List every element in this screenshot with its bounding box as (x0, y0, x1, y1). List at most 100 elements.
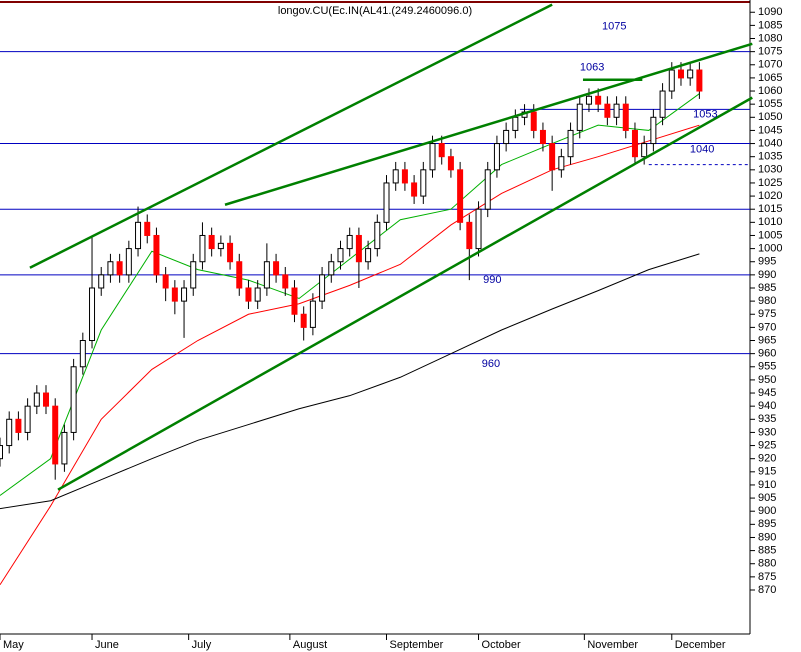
y-tick-label: 930 (758, 426, 776, 438)
y-tick-label: 945 (758, 387, 776, 399)
candle-body (70, 366, 77, 433)
candle-body (650, 116, 657, 145)
candle-body (319, 274, 326, 302)
candle-body (512, 116, 519, 131)
candle-body (199, 234, 206, 263)
trend-line (29, 3, 553, 269)
annotation: 1040 (690, 144, 714, 156)
candle-body (328, 261, 335, 276)
candle-body (0, 445, 3, 460)
moving-average (0, 253, 700, 510)
candle-body (89, 287, 96, 342)
moving-average (0, 93, 700, 496)
y-tick-label: 1050 (758, 111, 782, 123)
candle-body (493, 143, 500, 171)
candle-body (6, 418, 13, 447)
y-tick-label: 940 (758, 400, 776, 412)
x-tick-label: November (587, 639, 638, 651)
y-tick-label: 1060 (758, 85, 782, 97)
candle-body (162, 274, 169, 289)
candle-body (374, 221, 381, 250)
y-tick-label: 885 (758, 545, 776, 557)
y-tick-label: 1065 (758, 72, 782, 84)
candle-body (549, 143, 556, 171)
candle-body (595, 95, 602, 105)
candle-body (24, 405, 31, 433)
y-tick-label: 905 (758, 492, 776, 504)
candle-body (668, 69, 675, 92)
x-tick-label: June (95, 639, 119, 651)
candle-body (135, 221, 142, 250)
candle-body (309, 300, 316, 328)
y-tick-label: 880 (758, 558, 776, 570)
candle-body (79, 340, 86, 368)
trend-line (57, 96, 753, 491)
candle-body (43, 392, 50, 407)
candle-body (144, 221, 151, 236)
y-tick-label: 875 (758, 571, 776, 583)
y-tick-label: 1085 (758, 19, 782, 31)
y-tick-label: 925 (758, 439, 776, 451)
candle-body (282, 274, 289, 289)
y-tick-label: 1015 (758, 203, 782, 215)
candle-body (585, 95, 592, 105)
candle-body (401, 169, 408, 184)
y-tick-label: 980 (758, 295, 776, 307)
candle-body (429, 143, 436, 171)
candle-body (190, 261, 197, 289)
candle-body (171, 287, 178, 302)
candle-body (236, 261, 243, 289)
candle-body (116, 261, 123, 276)
annotation: 1063 (580, 61, 604, 73)
y-tick-label: 1010 (758, 216, 782, 228)
candle-body (254, 287, 261, 302)
y-tick-label: 915 (758, 466, 776, 478)
candle-body (438, 143, 445, 158)
candle-body (33, 392, 40, 407)
candle-body (346, 234, 353, 250)
candle-body (227, 242, 234, 263)
y-tick-label: 960 (758, 348, 776, 360)
candle-body (337, 248, 344, 263)
annotation: 990 (483, 274, 501, 286)
y-tick-label: 890 (758, 531, 776, 543)
candle-body (558, 156, 565, 171)
candle-body (687, 69, 694, 79)
candle-body (466, 221, 473, 250)
candle-body (153, 234, 160, 276)
candle-body (181, 287, 188, 302)
candle-body (457, 169, 464, 223)
candle-body (208, 234, 215, 250)
y-tick-label: 990 (758, 269, 776, 281)
y-tick-label: 985 (758, 282, 776, 294)
candle-body (125, 248, 132, 276)
candle-body (677, 69, 684, 79)
trend-line (224, 42, 753, 206)
y-tick-label: 1055 (758, 98, 782, 110)
candle-body (613, 103, 620, 118)
candle-body (503, 129, 510, 145)
candle-body (530, 111, 537, 131)
candle-body (263, 261, 270, 289)
candle-body (217, 242, 224, 250)
y-tick-label: 1035 (758, 151, 782, 163)
candle-body (300, 313, 307, 328)
y-tick-label: 995 (758, 256, 776, 268)
y-tick-label: 965 (758, 334, 776, 346)
candle-body (604, 103, 611, 118)
y-tick-label: 1020 (758, 190, 782, 202)
moving-average (0, 124, 700, 586)
candle-body (383, 182, 390, 223)
candle-body (484, 169, 491, 210)
y-tick-label: 950 (758, 374, 776, 386)
annotation: 1053 (693, 109, 717, 121)
x-tick-label: May (3, 639, 24, 651)
x-tick-label: August (293, 639, 327, 651)
candle-body (641, 143, 648, 158)
candle-body (107, 261, 114, 276)
candle-body (659, 90, 666, 118)
candle-body (631, 129, 638, 158)
